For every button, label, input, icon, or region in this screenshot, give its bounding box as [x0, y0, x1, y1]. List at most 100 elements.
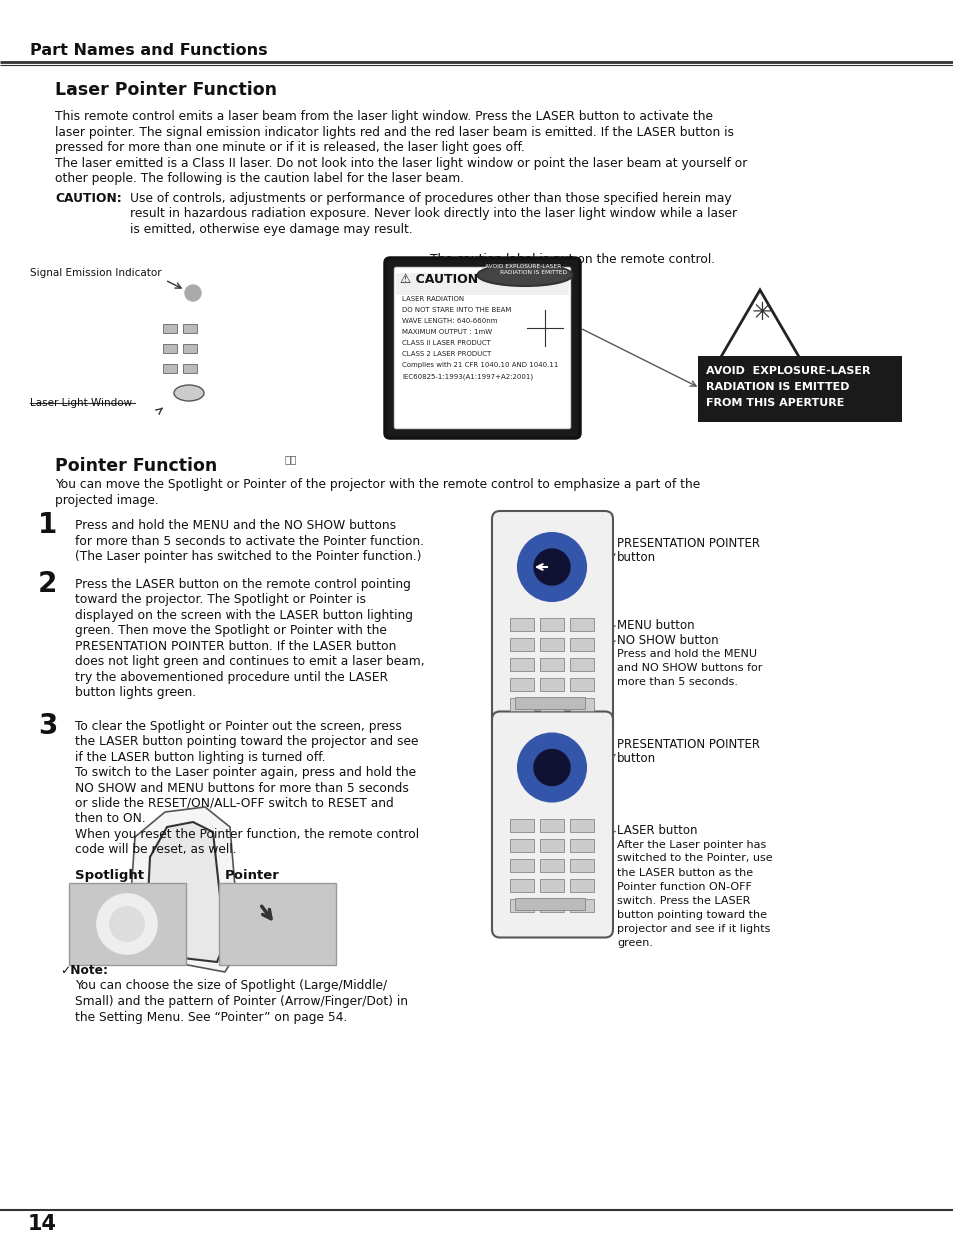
- Ellipse shape: [477, 264, 572, 287]
- Text: RADIATION IS EMITTED: RADIATION IS EMITTED: [499, 270, 566, 275]
- Text: RADIATION IS EMITTED: RADIATION IS EMITTED: [705, 382, 848, 391]
- Bar: [539, 858, 563, 872]
- Text: 2: 2: [38, 569, 57, 598]
- Bar: [569, 698, 594, 711]
- Circle shape: [517, 734, 585, 802]
- Bar: [183, 324, 196, 333]
- Text: NO SHOW and MENU buttons for more than 5 seconds: NO SHOW and MENU buttons for more than 5…: [75, 782, 409, 794]
- Text: 14: 14: [28, 1214, 57, 1234]
- Bar: [539, 839, 563, 851]
- Text: Laser Light Window: Laser Light Window: [30, 398, 132, 408]
- Text: if the LASER button lighting is turned off.: if the LASER button lighting is turned o…: [75, 751, 325, 763]
- FancyBboxPatch shape: [394, 267, 571, 429]
- Bar: [510, 618, 534, 631]
- Polygon shape: [130, 806, 240, 972]
- Text: FROM THIS APERTURE: FROM THIS APERTURE: [705, 398, 843, 408]
- Bar: [569, 878, 594, 892]
- Text: IEC60825-1:1993(A1:1997+A2:2001): IEC60825-1:1993(A1:1997+A2:2001): [401, 373, 533, 379]
- Bar: [510, 698, 534, 711]
- Text: button: button: [617, 752, 656, 764]
- Bar: [569, 819, 594, 831]
- Bar: [569, 678, 594, 692]
- Text: (The Laser pointer has switched to the Pointer function.): (The Laser pointer has switched to the P…: [75, 550, 421, 563]
- FancyBboxPatch shape: [698, 356, 901, 422]
- Bar: [510, 678, 534, 692]
- Text: more than 5 seconds.: more than 5 seconds.: [617, 677, 738, 687]
- Text: PRESENTATION POINTER: PRESENTATION POINTER: [617, 537, 760, 550]
- Text: Pointer Function: Pointer Function: [55, 457, 217, 475]
- Circle shape: [185, 285, 201, 301]
- Text: MENU button: MENU button: [617, 619, 694, 632]
- Text: LASER button: LASER button: [617, 825, 697, 837]
- Circle shape: [534, 750, 569, 785]
- Bar: [539, 899, 563, 911]
- Bar: [539, 819, 563, 831]
- Text: Laser Pointer Function: Laser Pointer Function: [55, 82, 276, 99]
- Bar: [515, 697, 584, 709]
- Text: WAVE LENGTH: 640-660nm: WAVE LENGTH: 640-660nm: [401, 317, 497, 324]
- Text: projected image.: projected image.: [55, 494, 158, 506]
- Polygon shape: [718, 290, 801, 362]
- Bar: [510, 839, 534, 851]
- Text: ✓Note:: ✓Note:: [60, 965, 108, 977]
- Text: CLASS II LASER PRODUCT: CLASS II LASER PRODUCT: [401, 340, 491, 346]
- Text: pressed for more than one minute or if it is released, the laser light goes off.: pressed for more than one minute or if i…: [55, 141, 524, 154]
- Bar: [569, 899, 594, 911]
- Text: After the Laser pointer has: After the Laser pointer has: [617, 840, 765, 850]
- Bar: [569, 658, 594, 671]
- Bar: [539, 618, 563, 631]
- Bar: [510, 899, 534, 911]
- Text: the LASER button pointing toward the projector and see: the LASER button pointing toward the pro…: [75, 735, 418, 748]
- Bar: [510, 658, 534, 671]
- Text: To clear the Spotlight or Pointer out the screen, press: To clear the Spotlight or Pointer out th…: [75, 720, 401, 732]
- Text: 3: 3: [38, 711, 57, 740]
- Text: NO SHOW button: NO SHOW button: [617, 634, 718, 647]
- Bar: [163, 324, 177, 333]
- Bar: [183, 345, 196, 353]
- Text: MAXIMUM OUTPUT : 1mW: MAXIMUM OUTPUT : 1mW: [401, 329, 492, 335]
- Text: LASER RADIATION: LASER RADIATION: [401, 296, 464, 303]
- Text: To switch to the Laser pointer again, press and hold the: To switch to the Laser pointer again, pr…: [75, 766, 416, 779]
- Text: button lights green.: button lights green.: [75, 685, 196, 699]
- Ellipse shape: [173, 385, 204, 401]
- Text: The laser emitted is a Class II laser. Do not look into the laser light window o: The laser emitted is a Class II laser. D…: [55, 157, 746, 169]
- Bar: [539, 658, 563, 671]
- Bar: [515, 898, 584, 909]
- Text: Use of controls, adjustments or performance of procedures other than those speci: Use of controls, adjustments or performa…: [130, 191, 731, 205]
- Circle shape: [517, 534, 585, 601]
- Text: 1: 1: [38, 511, 57, 538]
- Text: the LASER button as the: the LASER button as the: [617, 867, 752, 878]
- Text: projector and see if it lights: projector and see if it lights: [617, 924, 770, 934]
- Text: Press and hold the MENU and the NO SHOW buttons: Press and hold the MENU and the NO SHOW …: [75, 519, 395, 532]
- Bar: [539, 698, 563, 711]
- Text: try the abovementioned procedure until the LASER: try the abovementioned procedure until t…: [75, 671, 388, 683]
- Text: The caution label is put on the remote control.: The caution label is put on the remote c…: [430, 253, 715, 266]
- FancyBboxPatch shape: [492, 711, 613, 937]
- Text: result in hazardous radiation exposure. Never look directly into the laser light: result in hazardous radiation exposure. …: [130, 207, 737, 220]
- FancyBboxPatch shape: [219, 883, 335, 965]
- Text: You can choose the size of Spotlight (Large/Middle/: You can choose the size of Spotlight (La…: [75, 979, 387, 993]
- Text: AVOID EXPLOSURE-LASER: AVOID EXPLOSURE-LASER: [484, 264, 560, 269]
- Text: CAUTION:: CAUTION:: [55, 191, 122, 205]
- Bar: [569, 839, 594, 851]
- Bar: [183, 364, 196, 373]
- Bar: [539, 878, 563, 892]
- Text: green. Then move the Spotlight or Pointer with the: green. Then move the Spotlight or Pointe…: [75, 624, 387, 637]
- Text: Press and hold the MENU: Press and hold the MENU: [617, 650, 757, 659]
- Text: code will be reset, as well.: code will be reset, as well.: [75, 844, 236, 857]
- FancyBboxPatch shape: [492, 511, 613, 737]
- Bar: [569, 638, 594, 651]
- Text: Press the LASER button on the remote control pointing: Press the LASER button on the remote con…: [75, 578, 411, 590]
- Circle shape: [97, 894, 157, 953]
- Bar: [569, 858, 594, 872]
- Text: Small) and the pattern of Pointer (Arrow/Finger/Dot) in: Small) and the pattern of Pointer (Arrow…: [75, 995, 408, 1008]
- Text: You can move the Spotlight or Pointer of the projector with the remote control t: You can move the Spotlight or Pointer of…: [55, 478, 700, 492]
- FancyBboxPatch shape: [385, 258, 579, 438]
- Bar: [510, 858, 534, 872]
- Text: button pointing toward the: button pointing toward the: [617, 909, 766, 920]
- Text: Pointer function ON-OFF: Pointer function ON-OFF: [617, 882, 751, 892]
- Text: laser pointer. The signal emission indicator lights red and the red laser beam i: laser pointer. The signal emission indic…: [55, 126, 733, 138]
- Text: is emitted, otherwise eye damage may result.: is emitted, otherwise eye damage may res…: [130, 222, 413, 236]
- Text: DO NOT STARE INTO THE BEAM: DO NOT STARE INTO THE BEAM: [401, 308, 511, 312]
- Text: switched to the Pointer, use: switched to the Pointer, use: [617, 853, 772, 863]
